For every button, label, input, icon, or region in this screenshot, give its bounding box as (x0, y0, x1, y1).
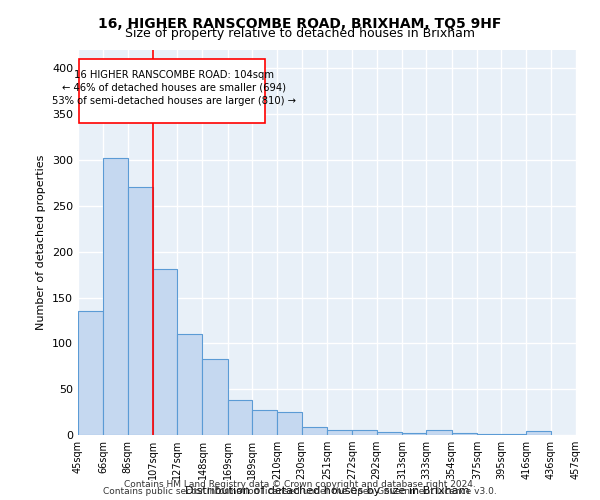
X-axis label: Distribution of detached houses by size in Brixham: Distribution of detached houses by size … (185, 486, 469, 496)
Text: Contains public sector information licensed under the Open Government Licence v3: Contains public sector information licen… (103, 487, 497, 496)
Y-axis label: Number of detached properties: Number of detached properties (37, 155, 46, 330)
Bar (103, 158, 128, 435)
Bar (402, 433, 426, 435)
Bar (202, 359, 228, 435)
FancyBboxPatch shape (79, 59, 265, 124)
Bar (501, 434, 526, 435)
Bar (177, 334, 202, 435)
Bar (277, 412, 302, 435)
Bar (327, 430, 352, 435)
Bar (252, 410, 277, 435)
Text: Size of property relative to detached houses in Brixham: Size of property relative to detached ho… (125, 28, 475, 40)
Text: ← 46% of detached houses are smaller (694): ← 46% of detached houses are smaller (69… (62, 83, 286, 93)
Bar (526, 432, 551, 435)
Bar (153, 269, 177, 435)
Bar (352, 430, 377, 435)
Text: 16, HIGHER RANSCOMBE ROAD, BRIXHAM, TQ5 9HF: 16, HIGHER RANSCOMBE ROAD, BRIXHAM, TQ5 … (98, 18, 502, 32)
Text: 16 HIGHER RANSCOMBE ROAD: 104sqm: 16 HIGHER RANSCOMBE ROAD: 104sqm (74, 70, 274, 80)
Bar (452, 433, 477, 435)
Text: 53% of semi-detached houses are larger (810) →: 53% of semi-detached houses are larger (… (52, 96, 296, 106)
Bar (128, 188, 153, 435)
Bar (228, 400, 252, 435)
Bar (377, 432, 402, 435)
Bar (78, 311, 103, 435)
Text: Contains HM Land Registry data © Crown copyright and database right 2024.: Contains HM Land Registry data © Crown c… (124, 480, 476, 489)
Bar (477, 434, 501, 435)
Bar (302, 427, 327, 435)
Bar (426, 430, 452, 435)
